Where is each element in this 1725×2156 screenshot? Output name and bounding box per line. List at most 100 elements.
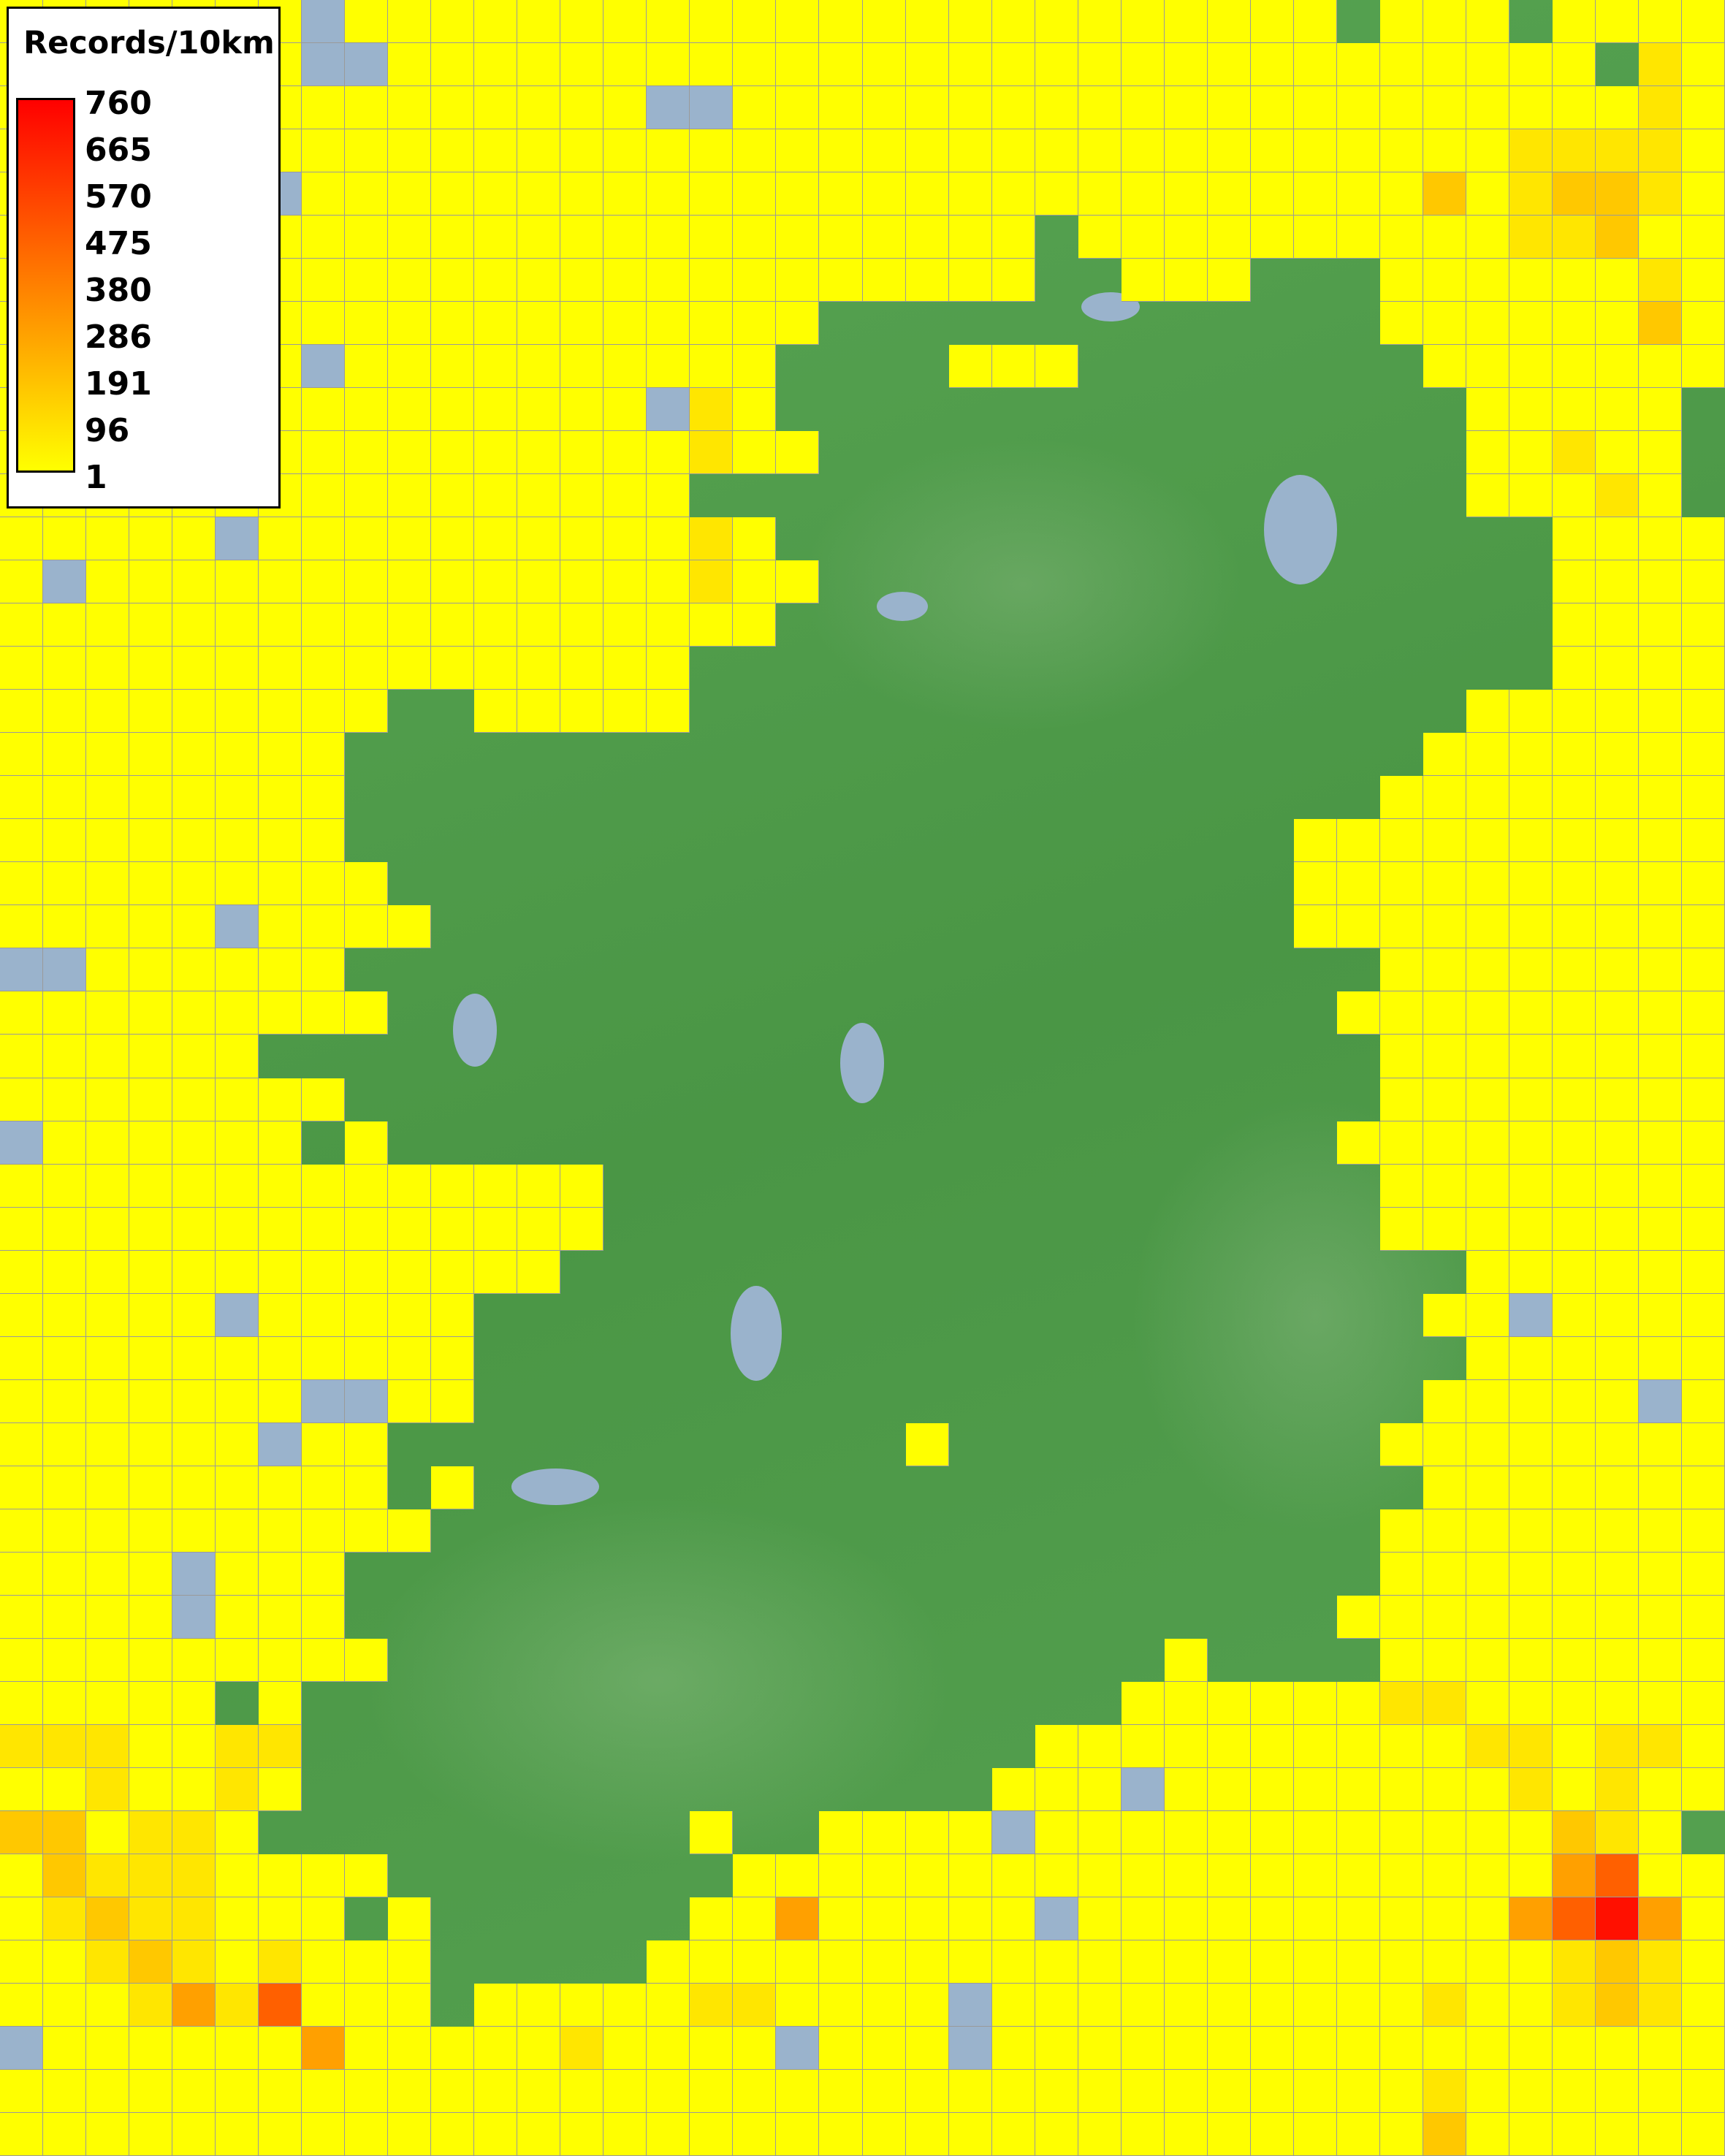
- record-cell: [1336, 1940, 1380, 1984]
- empty-cell: [949, 1078, 992, 1121]
- record-cell: [1552, 905, 1596, 949]
- empty-cell: [647, 1121, 690, 1165]
- empty-cell: [1337, 345, 1380, 388]
- empty-cell: [1208, 776, 1251, 819]
- record-cell: [647, 43, 690, 87]
- record-cell: [388, 2069, 432, 2113]
- empty-cell: [906, 431, 949, 474]
- record-cell: [1638, 216, 1682, 259]
- record-cell: [1423, 259, 1466, 302]
- empty-cell: [776, 517, 819, 560]
- record-cell: [431, 1293, 475, 1337]
- empty-cell: [949, 991, 992, 1035]
- record-cell: [603, 129, 647, 173]
- empty-cell: [690, 647, 733, 690]
- empty-cell: [1078, 302, 1122, 345]
- empty-cell: [690, 1509, 733, 1553]
- record-cell: [1207, 43, 1251, 87]
- record-cell: [1336, 1983, 1380, 2027]
- record-cell: [1207, 0, 1251, 44]
- record-cell: [172, 1638, 216, 1682]
- record-cell: [1552, 1638, 1596, 1682]
- empty-cell: [560, 1639, 603, 1682]
- record-cell: [690, 1897, 734, 1940]
- record-cell: [302, 905, 346, 949]
- record-cell: [1466, 733, 1509, 777]
- record-cell: [517, 172, 561, 216]
- record-cell: [86, 1940, 130, 1984]
- empty-cell: [1122, 819, 1165, 862]
- record-cell: [647, 647, 690, 690]
- empty-cell: [776, 991, 819, 1035]
- record-cell: [43, 733, 87, 777]
- record-cell: [733, 2026, 777, 2070]
- empty-cell: [1165, 302, 1208, 345]
- empty-cell: [474, 1725, 517, 1768]
- record-cell: [690, 560, 734, 604]
- empty-cell: [992, 431, 1035, 474]
- record-cell: [517, 1983, 561, 2027]
- record-cell: [431, 1164, 475, 1208]
- record-cell: [560, 690, 604, 734]
- record-cell: [560, 129, 604, 173]
- record-cell: [1552, 1466, 1596, 1509]
- empty-cell: [345, 1596, 388, 1639]
- record-cell: [86, 776, 130, 820]
- record-cell: [259, 1121, 302, 1165]
- record-cell: [1595, 1509, 1639, 1553]
- lake: [453, 994, 497, 1067]
- record-cell: [216, 1207, 259, 1251]
- empty-cell: [733, 1553, 776, 1596]
- record-cell: [1466, 1854, 1509, 1897]
- record-cell: [1423, 1422, 1466, 1466]
- empty-cell: [1078, 1466, 1122, 1509]
- record-cell: [1552, 0, 1596, 44]
- record-cell: [129, 1121, 173, 1165]
- record-cell: [1638, 517, 1682, 561]
- record-cell: [1509, 991, 1553, 1035]
- water-cell: [172, 1595, 216, 1639]
- record-cell: [1466, 216, 1509, 259]
- empty-cell: [1251, 733, 1294, 776]
- record-cell: [1509, 690, 1553, 734]
- record-cell: [1250, 1767, 1294, 1811]
- record-cell: [259, 1552, 302, 1596]
- record-cell: [948, 43, 992, 87]
- empty-cell: [1208, 1208, 1251, 1251]
- record-cell: [1379, 1767, 1423, 1811]
- empty-cell: [992, 302, 1035, 345]
- empty-cell: [1078, 1121, 1122, 1165]
- empty-cell: [1035, 259, 1078, 302]
- record-cell: [819, 1940, 863, 1984]
- empty-cell: [474, 1553, 517, 1596]
- record-cell: [1595, 1983, 1639, 2027]
- record-cell: [1293, 0, 1337, 44]
- record-cell: [172, 1164, 216, 1208]
- empty-cell: [647, 991, 690, 1035]
- record-cell: [1681, 991, 1725, 1035]
- empty-cell: [1251, 905, 1294, 948]
- empty-cell: [603, 1466, 647, 1509]
- empty-cell: [560, 1553, 603, 1596]
- record-cell: [948, 1810, 992, 1854]
- record-cell: [216, 560, 259, 604]
- empty-cell: [949, 1337, 992, 1380]
- record-cell: [345, 1422, 389, 1466]
- record-cell: [388, 1164, 432, 1208]
- record-cell: [259, 1854, 302, 1897]
- record-cell: [1078, 2026, 1122, 2070]
- empty-cell: [949, 517, 992, 560]
- record-cell: [560, 560, 604, 604]
- record-cell: [431, 129, 475, 173]
- empty-cell: [1294, 647, 1337, 690]
- record-cell: [0, 1595, 44, 1639]
- empty-cell: [690, 690, 733, 733]
- record-cell: [1681, 517, 1725, 561]
- empty-cell: [1035, 819, 1078, 862]
- empty-cell: [1165, 991, 1208, 1035]
- empty-cell: [819, 647, 862, 690]
- record-cell: [1552, 1854, 1596, 1897]
- empty-cell: [819, 733, 862, 776]
- empty-cell: [906, 948, 949, 991]
- record-cell: [1595, 2112, 1639, 2156]
